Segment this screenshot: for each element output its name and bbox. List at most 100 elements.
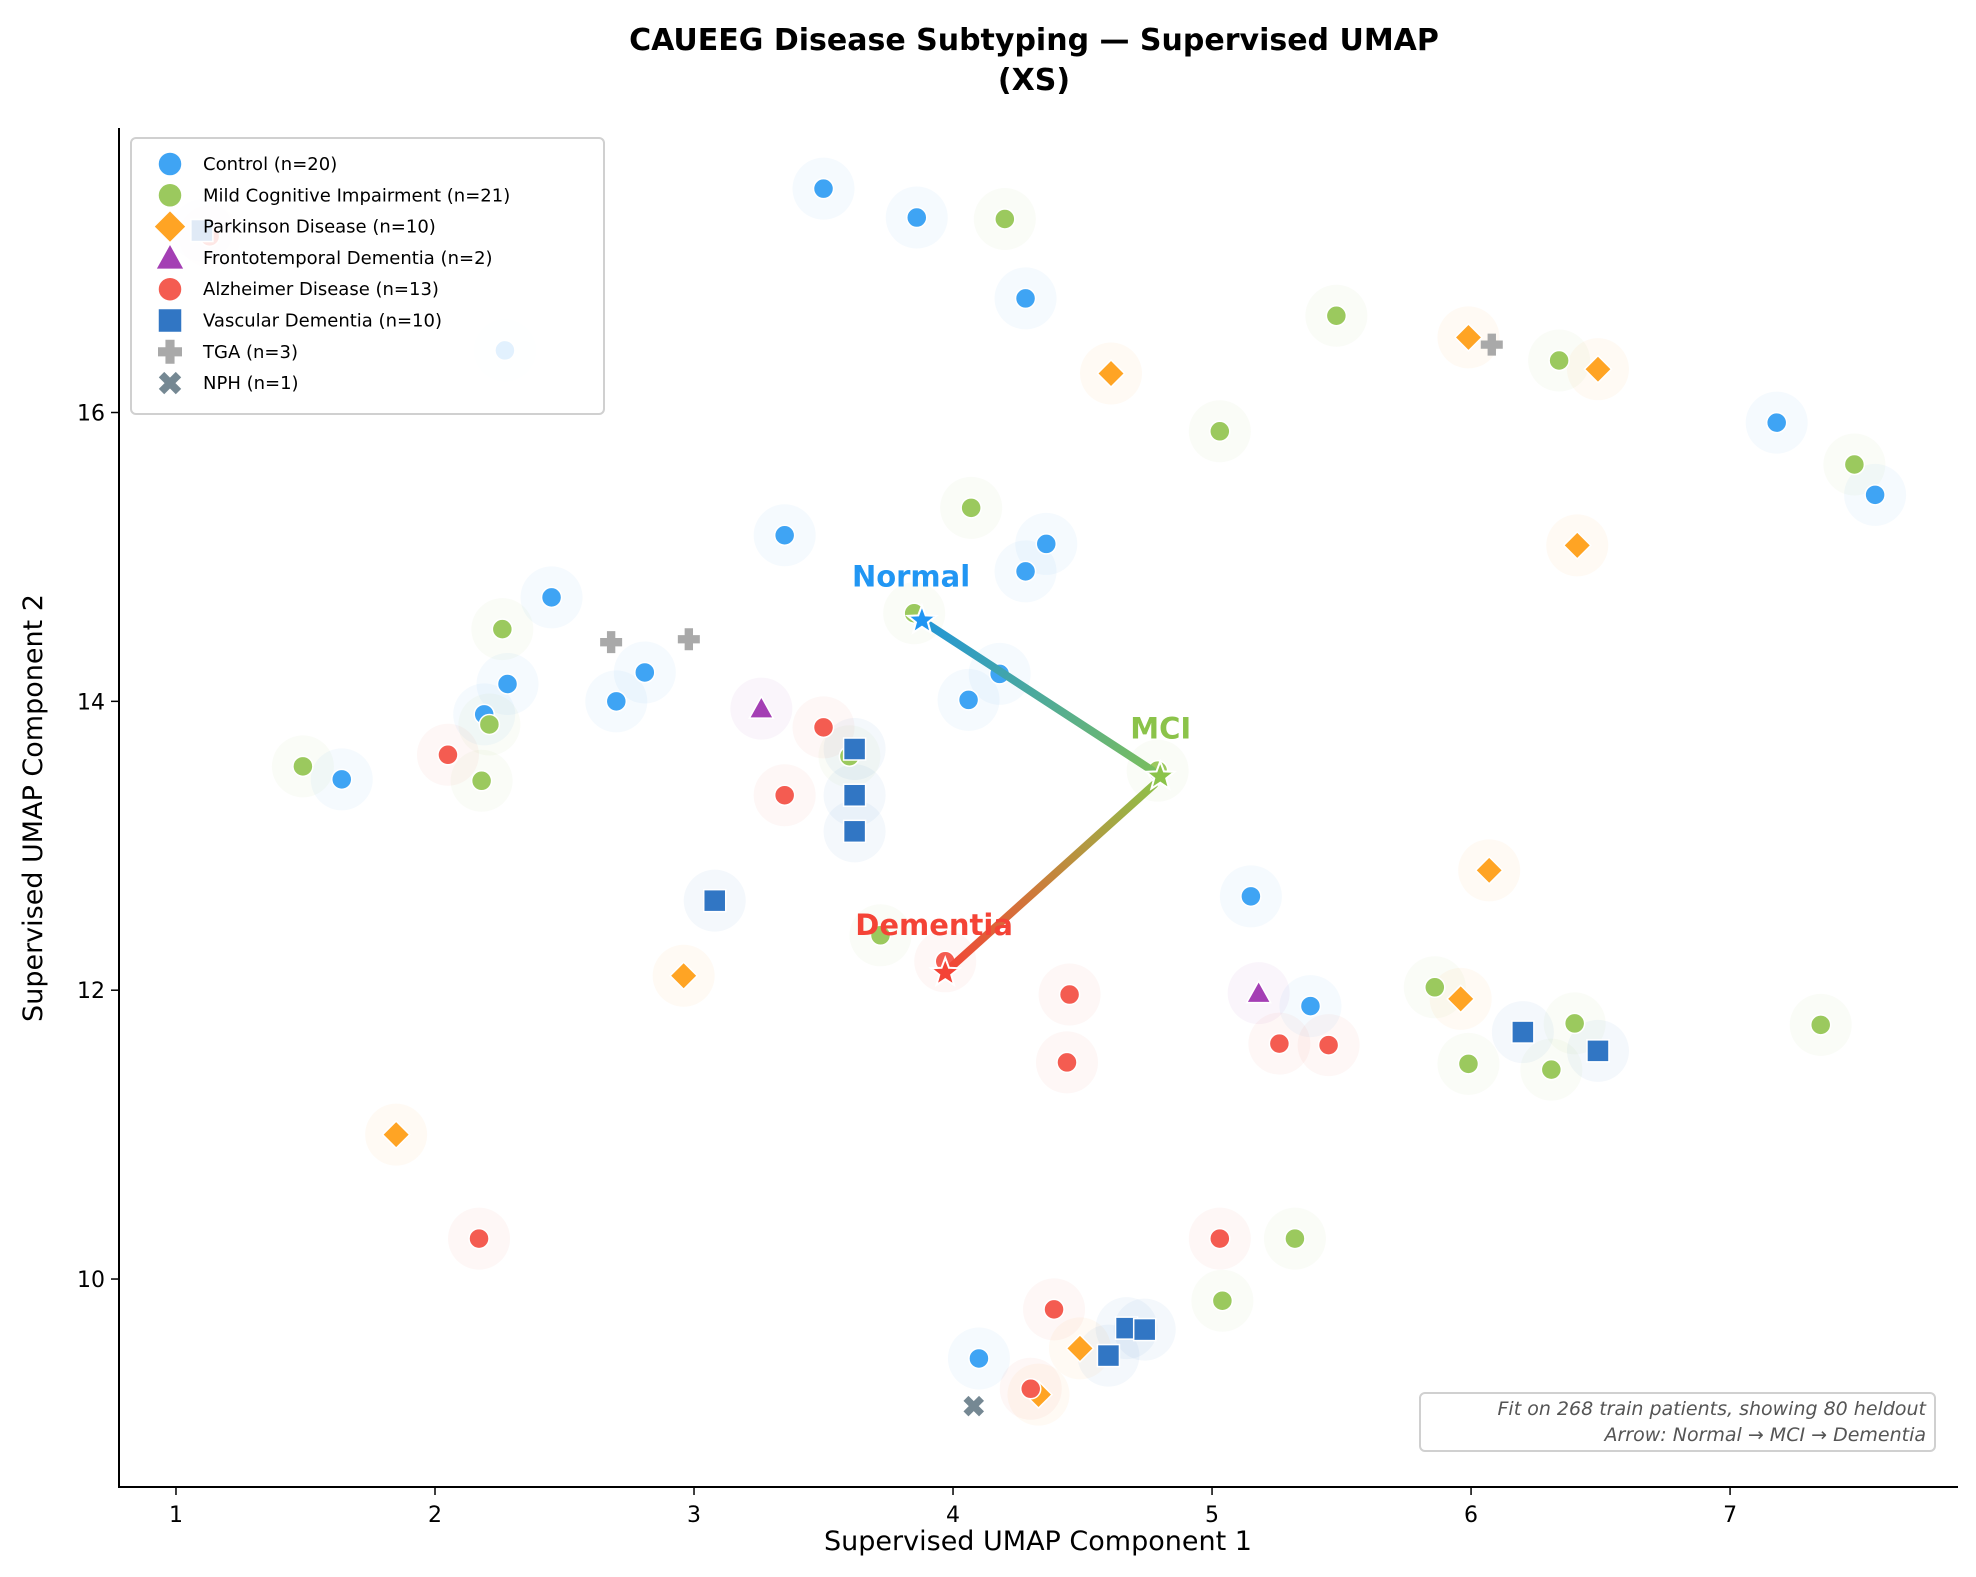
point-mild-cognitive-impairment xyxy=(1809,1014,1832,1036)
point-control xyxy=(496,673,519,695)
point-alzheimer-disease xyxy=(1019,1378,1042,1400)
legend-marker-tga xyxy=(158,339,182,364)
point-alzheimer-disease xyxy=(773,784,796,806)
point-parkinson-disease xyxy=(669,961,699,991)
y-tick-label: 16 xyxy=(77,402,105,427)
x-tick-label: 6 xyxy=(1464,1503,1478,1528)
anchor-label-dementia: Dementia xyxy=(855,908,1013,942)
legend-marker-control xyxy=(157,151,183,177)
legend-label: Control (n=20) xyxy=(203,154,337,175)
point-control xyxy=(605,690,628,713)
anchor-star-normal xyxy=(904,602,939,635)
point-parkinson-disease xyxy=(1096,358,1126,389)
point-parkinson-disease xyxy=(1453,322,1484,352)
point-control xyxy=(957,689,980,711)
y-axis-label: Supervised UMAP Component 2 xyxy=(18,594,49,1022)
point-parkinson-disease xyxy=(1474,855,1504,885)
point-vascular-dementia xyxy=(842,737,867,761)
point-control xyxy=(1864,484,1886,506)
anchor-star-dementia xyxy=(928,955,963,988)
point-mild-cognitive-impairment xyxy=(470,770,493,792)
point-alzheimer-disease xyxy=(1058,983,1081,1006)
anchor-label-mci: MCI xyxy=(1130,711,1191,745)
legend-marker-nph xyxy=(158,371,182,395)
legend-marker-vascular-dementia xyxy=(157,307,183,334)
legend-label: Mild Cognitive Impairment (n=21) xyxy=(203,185,510,206)
anchor-label-normal: Normal xyxy=(852,559,970,593)
point-parkinson-disease xyxy=(381,1120,411,1150)
anchor-star-mci xyxy=(1143,758,1178,791)
point-vascular-dementia xyxy=(842,819,867,844)
point-mild-cognitive-impairment xyxy=(1325,304,1348,327)
point-vascular-dementia xyxy=(1586,1039,1610,1063)
point-parkinson-disease xyxy=(1065,1333,1095,1363)
point-mild-cognitive-impairment xyxy=(1843,453,1866,476)
legend-marker-alzheimer-disease xyxy=(157,276,183,302)
point-vascular-dementia xyxy=(702,888,727,913)
annotation-box: Fit on 268 train patients, showing 80 he… xyxy=(1419,1392,1936,1452)
point-mild-cognitive-impairment xyxy=(491,618,514,640)
point-vascular-dementia xyxy=(842,783,867,807)
point-mild-cognitive-impairment xyxy=(1548,349,1570,372)
legend-marker-frontotemporal-dementia xyxy=(154,241,186,271)
legend: Control (n=20) Mild Cognitive Impairment … xyxy=(130,137,605,415)
anchor-layer: Normal MCI Dementia xyxy=(852,559,1191,988)
point-mild-cognitive-impairment xyxy=(292,755,314,778)
point-alzheimer-disease xyxy=(1209,1227,1231,1250)
x-axis-label: Supervised UMAP Component 1 xyxy=(824,1526,1252,1557)
point-mild-cognitive-impairment xyxy=(1424,976,1446,999)
y-tick-label: 10 xyxy=(77,1268,105,1293)
y-tick-label: 14 xyxy=(77,690,105,715)
point-tga xyxy=(677,628,700,651)
legend-label: TGA (n=3) xyxy=(202,342,298,363)
point-control xyxy=(906,206,928,229)
y-tick-label: 12 xyxy=(77,979,105,1004)
point-control xyxy=(540,586,563,609)
point-control xyxy=(634,661,656,684)
point-mild-cognitive-impairment xyxy=(960,497,982,519)
point-alzheimer-disease xyxy=(1268,1032,1291,1055)
point-parkinson-disease xyxy=(1446,984,1476,1014)
point-mild-cognitive-impairment xyxy=(1209,420,1231,443)
legend-label: Vascular Dementia (n=10) xyxy=(203,311,442,332)
point-control xyxy=(1240,885,1262,908)
legend-marker-mild-cognitive-impairment xyxy=(157,182,183,209)
point-alzheimer-disease xyxy=(1317,1034,1340,1056)
arrow-mci-to-dementia xyxy=(947,780,1159,971)
point-mild-cognitive-impairment xyxy=(1563,1012,1586,1035)
point-control xyxy=(1035,533,1058,555)
point-control xyxy=(812,177,835,200)
point-control xyxy=(773,524,796,547)
point-parkinson-disease xyxy=(1562,530,1592,560)
arrow-normal-to-mci xyxy=(917,616,1157,775)
trajectory-arrows xyxy=(917,616,1159,971)
point-mild-cognitive-impairment xyxy=(1540,1058,1563,1081)
point-vascular-dementia xyxy=(1511,1020,1535,1044)
legend-box xyxy=(130,137,605,415)
point-mild-cognitive-impairment xyxy=(1211,1289,1234,1312)
point-mild-cognitive-impairment xyxy=(869,924,892,947)
x-ticks: 1 2 3 4 5 6 7 xyxy=(169,1487,1737,1528)
x-tick-label: 2 xyxy=(428,1503,442,1528)
point-nph xyxy=(963,1395,985,1417)
point-tga xyxy=(600,631,623,654)
point-mild-cognitive-impairment xyxy=(1284,1227,1306,1250)
x-tick-label: 5 xyxy=(1205,1503,1219,1528)
x-tick-label: 3 xyxy=(687,1503,701,1528)
point-alzheimer-disease xyxy=(437,744,459,766)
x-tick-label: 4 xyxy=(946,1503,960,1528)
chart-title: CAUEEG Disease Subtyping — Supervised UM… xyxy=(629,23,1439,58)
point-control xyxy=(1299,995,1322,1017)
legend-label: Frontotemporal Dementia (n=2) xyxy=(203,248,493,269)
point-control xyxy=(331,768,353,791)
point-control xyxy=(1014,287,1037,310)
legend-label: NPH (n=1) xyxy=(203,373,299,394)
point-alzheimer-disease xyxy=(812,716,835,739)
point-mild-cognitive-impairment xyxy=(1457,1053,1480,1075)
point-vascular-dementia xyxy=(1096,1343,1121,1368)
point-frontotemporal-dementia xyxy=(1245,979,1272,1004)
legend-label: Parkinson Disease (n=10) xyxy=(203,217,436,238)
point-mild-cognitive-impairment xyxy=(994,208,1016,230)
legend-label: Alzheimer Disease (n=13) xyxy=(203,279,439,300)
